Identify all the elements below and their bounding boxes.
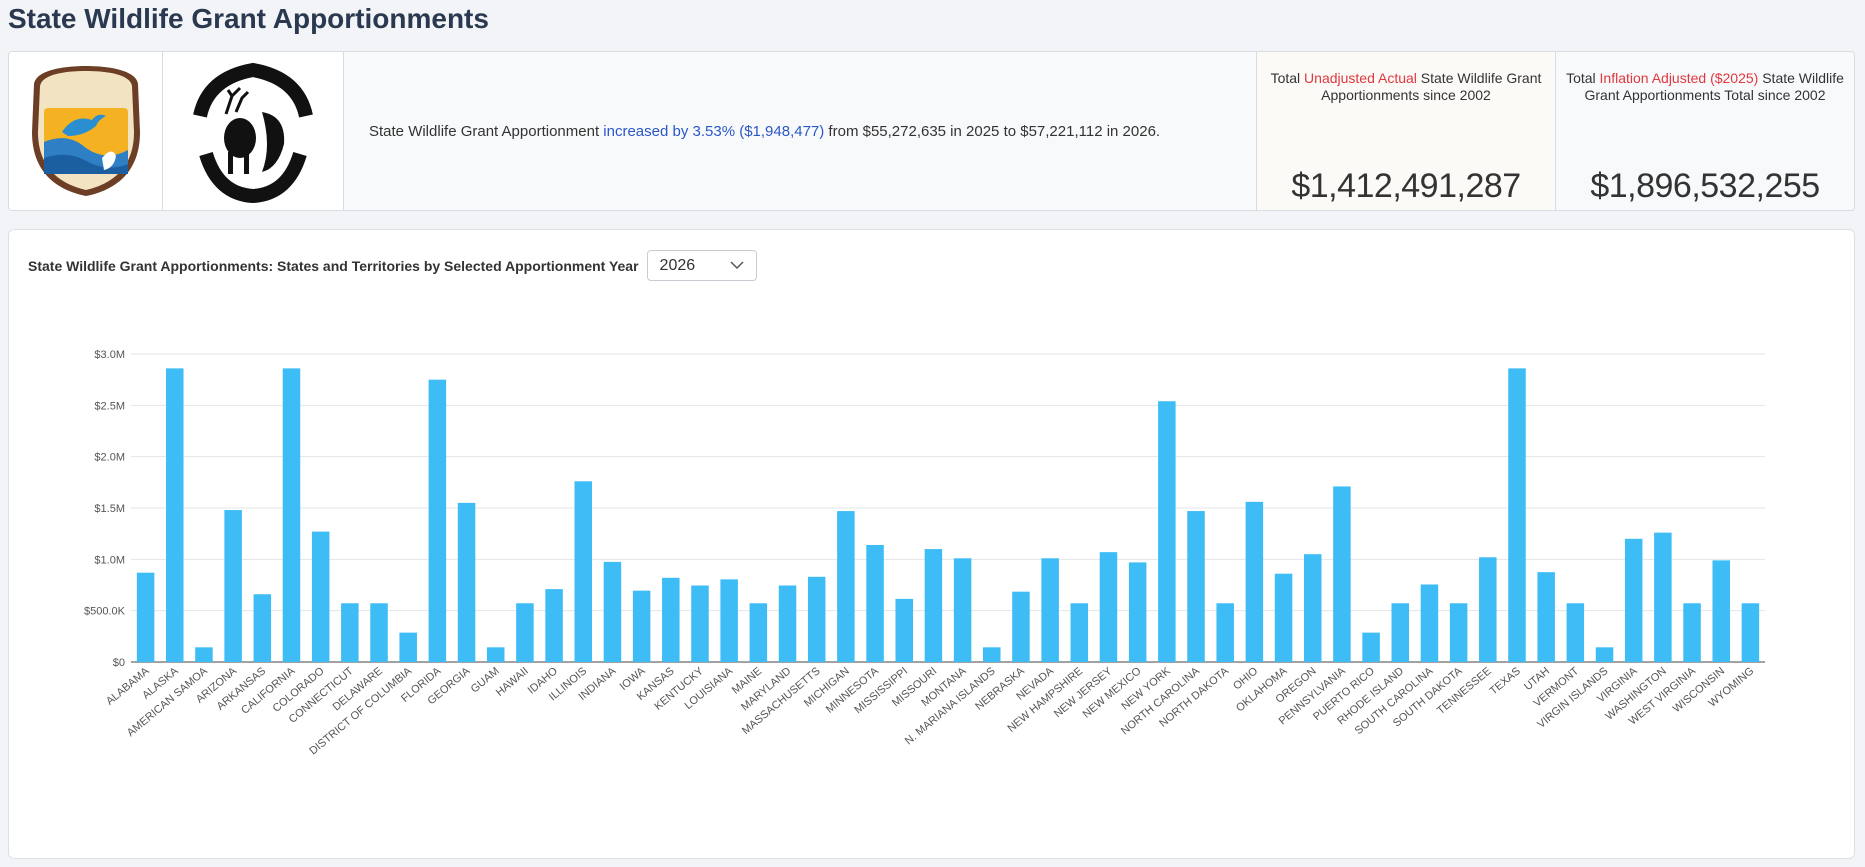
bar-louisiana[interactable]: [720, 579, 738, 662]
bar-idaho[interactable]: [545, 589, 563, 662]
bar-texas[interactable]: [1508, 368, 1526, 662]
bar-west-virginia[interactable]: [1683, 603, 1701, 662]
fws-logo-icon: [31, 66, 140, 196]
fws-logo-cell: [9, 52, 163, 210]
x-tick-label: TEXAS: [1488, 665, 1523, 697]
bar-missouri[interactable]: [924, 549, 943, 662]
bar-virgin-islands[interactable]: [1595, 647, 1614, 662]
bar-n-mariana-islands[interactable]: [983, 647, 1001, 662]
bar-indiana[interactable]: [603, 561, 622, 662]
bar-massachusetts[interactable]: [807, 576, 826, 662]
bar-south-carolina[interactable]: [1420, 584, 1439, 662]
y-tick-label: $1.5M: [94, 503, 125, 515]
chevron-down-icon: [730, 261, 744, 270]
kpi-unadjusted-label-post: State Wildlife Grant Apportionments sinc…: [1321, 70, 1542, 103]
bar-arkansas[interactable]: [253, 594, 272, 662]
y-tick-label: $1.0M: [94, 554, 125, 566]
y-tick-label: $2.0M: [94, 452, 125, 464]
bar-vermont[interactable]: [1566, 603, 1585, 662]
bar-connecticut[interactable]: [341, 603, 359, 662]
bar-ohio[interactable]: [1245, 501, 1264, 662]
y-tick-label: $3.0M: [94, 349, 125, 361]
y-tick-label: $2.5M: [94, 400, 125, 412]
chart-title: State Wildlife Grant Apportionments: Sta…: [28, 257, 639, 274]
kpi-unadjusted-total: Total Unadjusted Actual State Wildlife G…: [1256, 52, 1555, 210]
bar-california[interactable]: [282, 368, 301, 662]
bar-florida[interactable]: [428, 379, 447, 662]
bar-rhode-island[interactable]: [1391, 603, 1410, 662]
wsfr-logo-cell: [163, 52, 344, 210]
kpi-unadjusted-label-highlight: Unadjusted Actual: [1304, 70, 1417, 86]
bar-wisconsin[interactable]: [1712, 560, 1730, 662]
x-tick-label: HAWAII: [494, 665, 531, 699]
bar-american-samoa[interactable]: [195, 647, 213, 662]
year-select[interactable]: 2026: [646, 250, 757, 281]
bar-kansas[interactable]: [662, 577, 680, 662]
bar-pennsylvania[interactable]: [1333, 486, 1351, 662]
kpi-inflation-label-highlight: Inflation Adjusted ($2025): [1599, 70, 1759, 86]
bar-illinois[interactable]: [574, 481, 593, 662]
bar-delaware[interactable]: [370, 603, 388, 662]
bar-arizona[interactable]: [224, 510, 242, 662]
summary-suffix: from $55,272,635 in 2025 to $57,221,112 …: [824, 122, 1161, 140]
bar-oregon[interactable]: [1303, 554, 1322, 662]
bar-guam[interactable]: [486, 647, 505, 662]
y-tick-label: $500.0K: [84, 606, 126, 618]
bar-iowa[interactable]: [632, 590, 651, 662]
bar-wyoming[interactable]: [1741, 603, 1760, 662]
bar-nevada[interactable]: [1041, 558, 1059, 662]
bar-georgia[interactable]: [457, 502, 476, 662]
bar-utah[interactable]: [1537, 572, 1555, 662]
bar-michigan[interactable]: [837, 511, 855, 662]
kpi-inflation-label-post: State Wildlife Grant Apportionments Tota…: [1584, 70, 1844, 103]
bar-north-carolina[interactable]: [1187, 511, 1205, 662]
bar-colorado[interactable]: [311, 531, 330, 662]
bar-maryland[interactable]: [778, 585, 797, 662]
kpi-inflation-label-pre: Total: [1566, 70, 1600, 86]
apportionment-summary: State Wildlife Grant Apportionment incre…: [344, 52, 1256, 210]
bar-tennessee[interactable]: [1479, 557, 1497, 662]
summary-prefix: State Wildlife Grant Apportionment: [369, 122, 604, 140]
bar-oklahoma[interactable]: [1274, 573, 1293, 662]
chart-header: State Wildlife Grant Apportionments: Sta…: [28, 250, 757, 281]
bar-virginia[interactable]: [1624, 538, 1643, 662]
y-tick-label: $0: [113, 657, 125, 669]
summary-highlight: increased by 3.53% ($1,948,477): [603, 122, 825, 140]
wsfr-logo-icon: [183, 61, 323, 204]
bar-maine[interactable]: [749, 603, 768, 662]
kpi-inflation-total: Total Inflation Adjusted ($2025) State W…: [1555, 52, 1854, 210]
bar-montana[interactable]: [953, 558, 972, 662]
bar-puerto-rico[interactable]: [1362, 632, 1380, 662]
x-tick-label: ALABAMA: [104, 665, 152, 708]
kpi-inflation-label: Total Inflation Adjusted ($2025) State W…: [1566, 70, 1844, 104]
bar-minnesota[interactable]: [866, 544, 884, 662]
bar-alabama[interactable]: [136, 572, 155, 662]
page-title: State Wildlife Grant Apportionments: [8, 3, 489, 34]
bar-chart: $0 $500.0K $1.0M $1.5M $2.0M $2.5M $3.0M ALABAM…: [84, 349, 1765, 757]
bar-new-mexico[interactable]: [1128, 562, 1147, 662]
kpi-unadjusted-value: $1,412,491,287: [1291, 167, 1521, 205]
bar-new-york[interactable]: [1158, 401, 1176, 662]
year-select-value: 2026: [659, 256, 696, 274]
kpi-inflation-value: $1,896,532,255: [1590, 167, 1820, 205]
bar-north-dakota[interactable]: [1216, 603, 1234, 662]
chart-card: $0 $500.0K $1.0M $1.5M $2.0M $2.5M $3.0M ALABAM…: [8, 229, 1855, 859]
bar-district-of-columbia[interactable]: [399, 632, 417, 662]
bar-new-jersey[interactable]: [1099, 552, 1118, 662]
bar-alaska[interactable]: [166, 368, 184, 662]
kpi-unadjusted-label: Total Unadjusted Actual State Wildlife G…: [1267, 70, 1545, 104]
kpi-unadjusted-label-pre: Total: [1270, 70, 1305, 86]
bar-nebraska[interactable]: [1012, 591, 1030, 662]
summary-banner: State Wildlife Grant Apportionment incre…: [8, 51, 1855, 211]
bar-new-hampshire[interactable]: [1070, 603, 1089, 662]
bar-hawaii[interactable]: [516, 603, 534, 662]
bar-washington[interactable]: [1654, 532, 1672, 662]
bar-mississippi[interactable]: [895, 598, 913, 662]
bar-south-dakota[interactable]: [1449, 603, 1468, 662]
bar-kentucky[interactable]: [691, 585, 709, 662]
